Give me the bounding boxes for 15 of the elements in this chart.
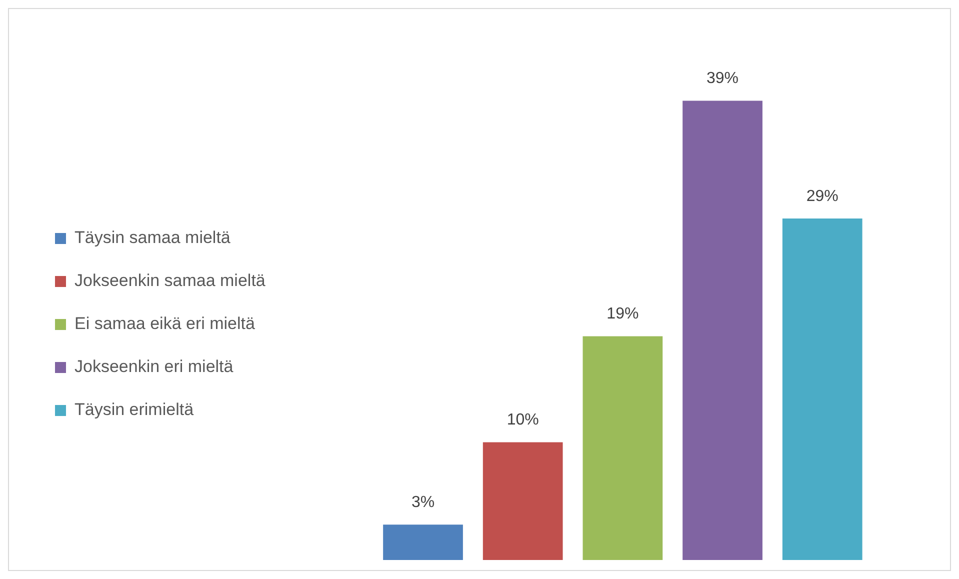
legend-label: Jokseenkin samaa mieltä [74,271,266,290]
bar [482,442,563,560]
legend-label: Täysin samaa mieltä [74,228,231,248]
bar [782,218,862,560]
data-label: 19% [606,306,639,323]
legend-label: Jokseenkin eri mieltä [74,357,234,376]
data-label: 29% [806,188,838,205]
data-label: 3% [411,494,435,512]
data-label: 39% [706,70,739,88]
bar [682,100,762,560]
data-label: 10% [506,412,539,429]
bar [383,524,463,560]
bar [582,336,663,560]
legend-label: Ei samaa eikä eri mieltä [74,314,256,334]
legend-label: Täysin erimieltä [74,400,194,420]
